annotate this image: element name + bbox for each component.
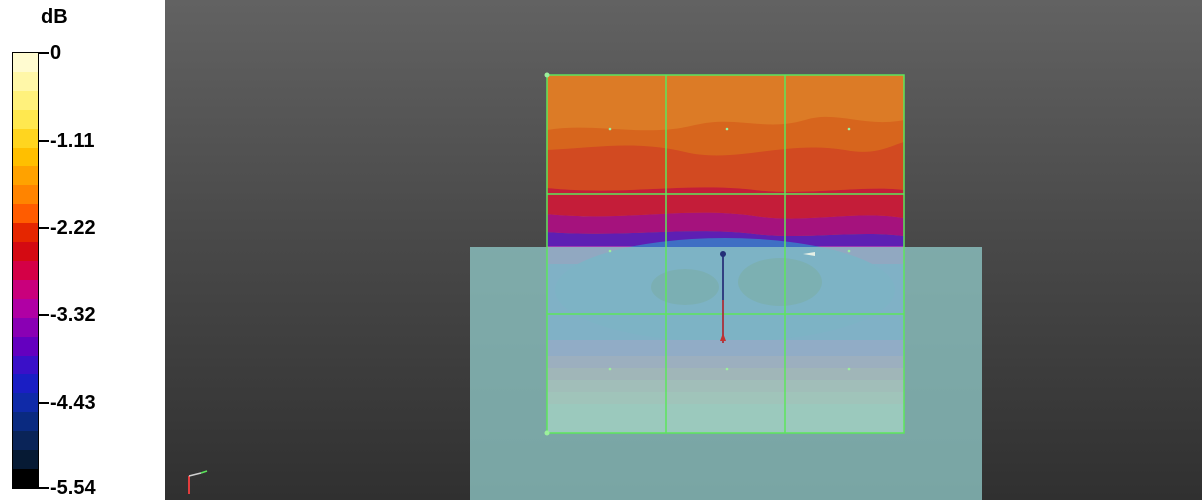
3d-viewport[interactable] xyxy=(165,0,1202,500)
colorbar-band xyxy=(13,279,38,299)
colorbar xyxy=(12,52,39,489)
colorbar-band xyxy=(13,431,38,451)
colorbar-band xyxy=(13,317,38,337)
tick-mark xyxy=(39,402,49,404)
tick-mark xyxy=(39,52,49,54)
colorbar-band xyxy=(13,242,38,261)
colorbar-band xyxy=(13,223,38,243)
tick-mark xyxy=(39,140,49,142)
tick-label-1: -1.11 xyxy=(50,130,95,152)
measurement-grid xyxy=(546,74,905,434)
colorbar-band xyxy=(13,298,38,318)
colorbar-band xyxy=(13,185,38,205)
tick-label-2: -2.22 xyxy=(50,217,96,239)
colorbar-band xyxy=(13,374,38,394)
colorbar-band xyxy=(13,412,38,432)
tick-mark xyxy=(39,487,49,489)
legend-unit-label: dB xyxy=(41,6,68,28)
colorbar-band xyxy=(13,393,38,413)
colorbar-band xyxy=(13,355,38,375)
colorbar-band xyxy=(13,90,38,110)
colorbar-band xyxy=(13,109,38,129)
axes-triad-icon xyxy=(188,470,208,494)
tick-mark xyxy=(39,227,49,229)
colorbar-band xyxy=(13,204,38,224)
colorbar-band xyxy=(13,53,38,72)
colorbar-band xyxy=(13,336,38,356)
colorbar-legend: dB 0 -1.11 -2.22 -3.32 -4.43 -5.54 xyxy=(0,0,165,500)
tick-label-0: 0 xyxy=(50,42,62,64)
tick-label-4: -4.43 xyxy=(50,392,96,414)
tick-label-5: -5.54 xyxy=(50,477,96,499)
tick-mark xyxy=(39,314,49,316)
colorbar-band xyxy=(13,71,38,91)
colorbar-band xyxy=(13,128,38,148)
probe-marker[interactable] xyxy=(720,251,815,343)
colorbar-band xyxy=(13,468,38,488)
phantom-block[interactable] xyxy=(470,247,982,500)
scene-canvas[interactable] xyxy=(165,0,1202,500)
colorbar-band xyxy=(13,166,38,186)
grid-nodes xyxy=(544,72,851,436)
tick-label-3: -3.32 xyxy=(50,304,96,326)
colorbar-band xyxy=(13,450,38,469)
colorbar-band xyxy=(13,147,38,167)
colorbar-band xyxy=(13,260,38,280)
